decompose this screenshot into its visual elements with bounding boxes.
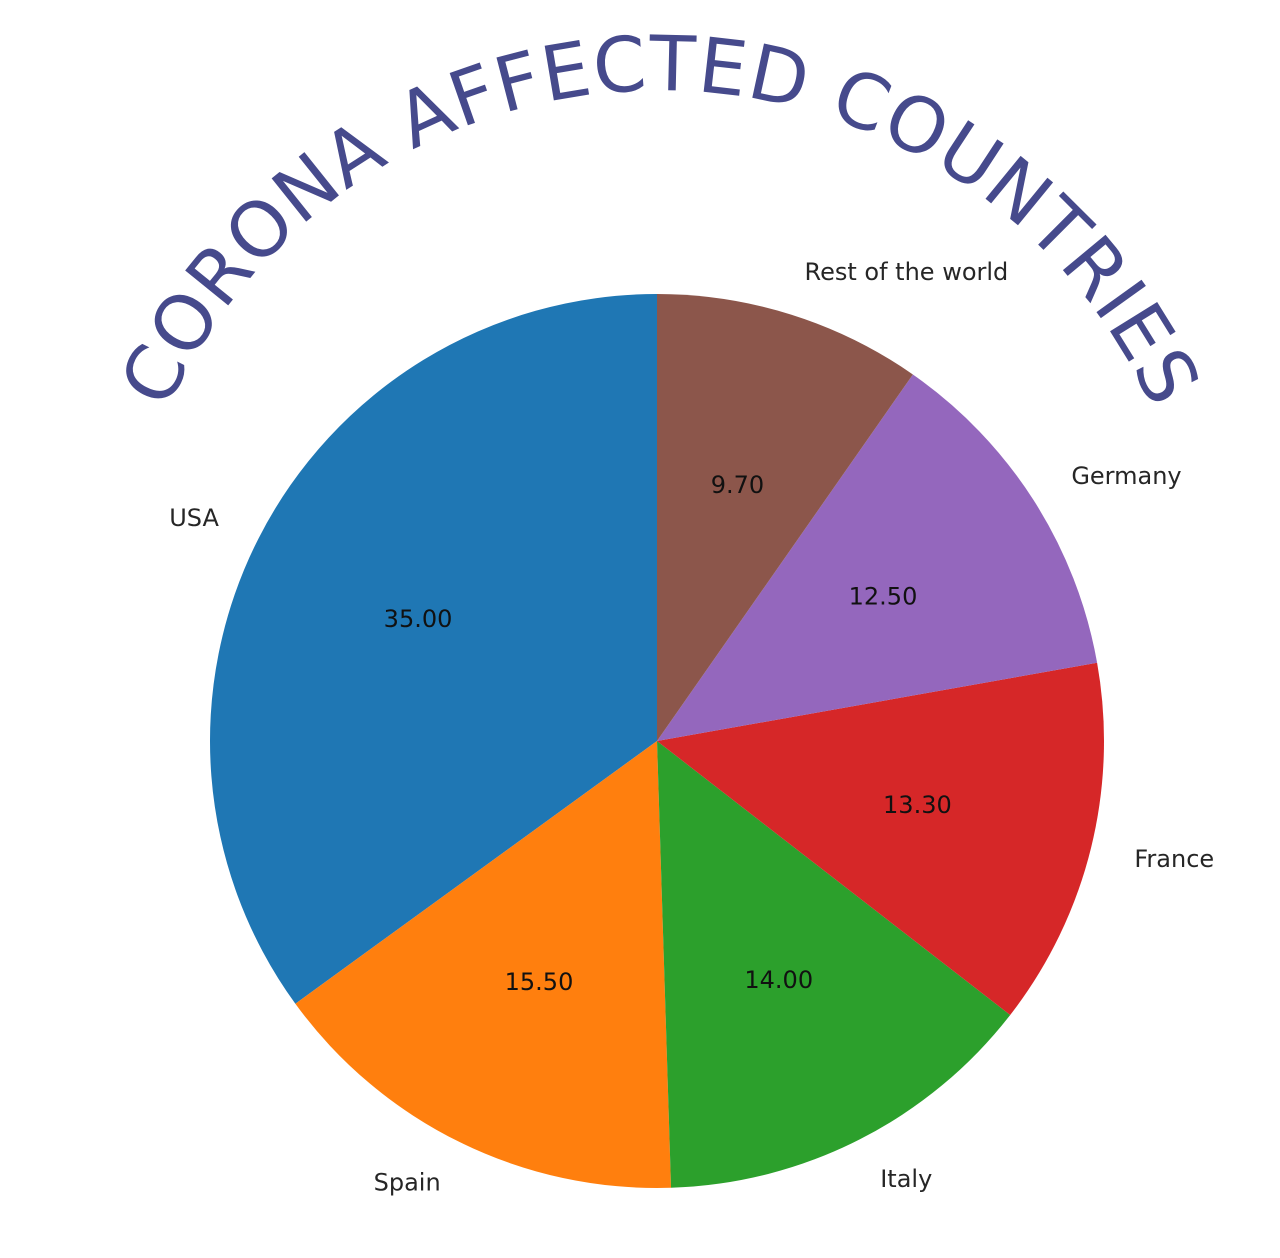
value-label-france: 13.30 (883, 791, 952, 819)
category-label-spain: Spain (374, 1169, 441, 1197)
category-label-usa: USA (169, 504, 219, 532)
pie-slice-rest-of-the-world (657, 294, 913, 741)
category-label-italy: Italy (880, 1165, 932, 1193)
pie-slice-spain (295, 741, 672, 1188)
value-label-germany: 12.50 (849, 583, 918, 611)
pie-slice-italy (657, 741, 1011, 1188)
category-label-germany: Germany (1071, 462, 1181, 490)
pie-category-labels: USA Spain Italy France Germany Rest of the wo… (169, 258, 1214, 1197)
category-label-france: France (1134, 845, 1214, 873)
pie-value-labels: 35.00 15.50 14.00 13.30 12.50 9.70 (384, 471, 952, 996)
value-label-italy: 14.00 (744, 966, 813, 994)
value-label-rest-of-the-world: 9.70 (711, 471, 764, 499)
pie-slices (209, 294, 1104, 1188)
pie-slice-usa (209, 294, 657, 1004)
pie-slice-france (657, 662, 1104, 1015)
pie-slice-germany (657, 374, 1098, 741)
category-label-rest-of-the-world: Rest of the world (805, 258, 1009, 286)
value-label-usa: 35.00 (384, 605, 453, 633)
value-label-spain: 15.50 (505, 968, 574, 996)
